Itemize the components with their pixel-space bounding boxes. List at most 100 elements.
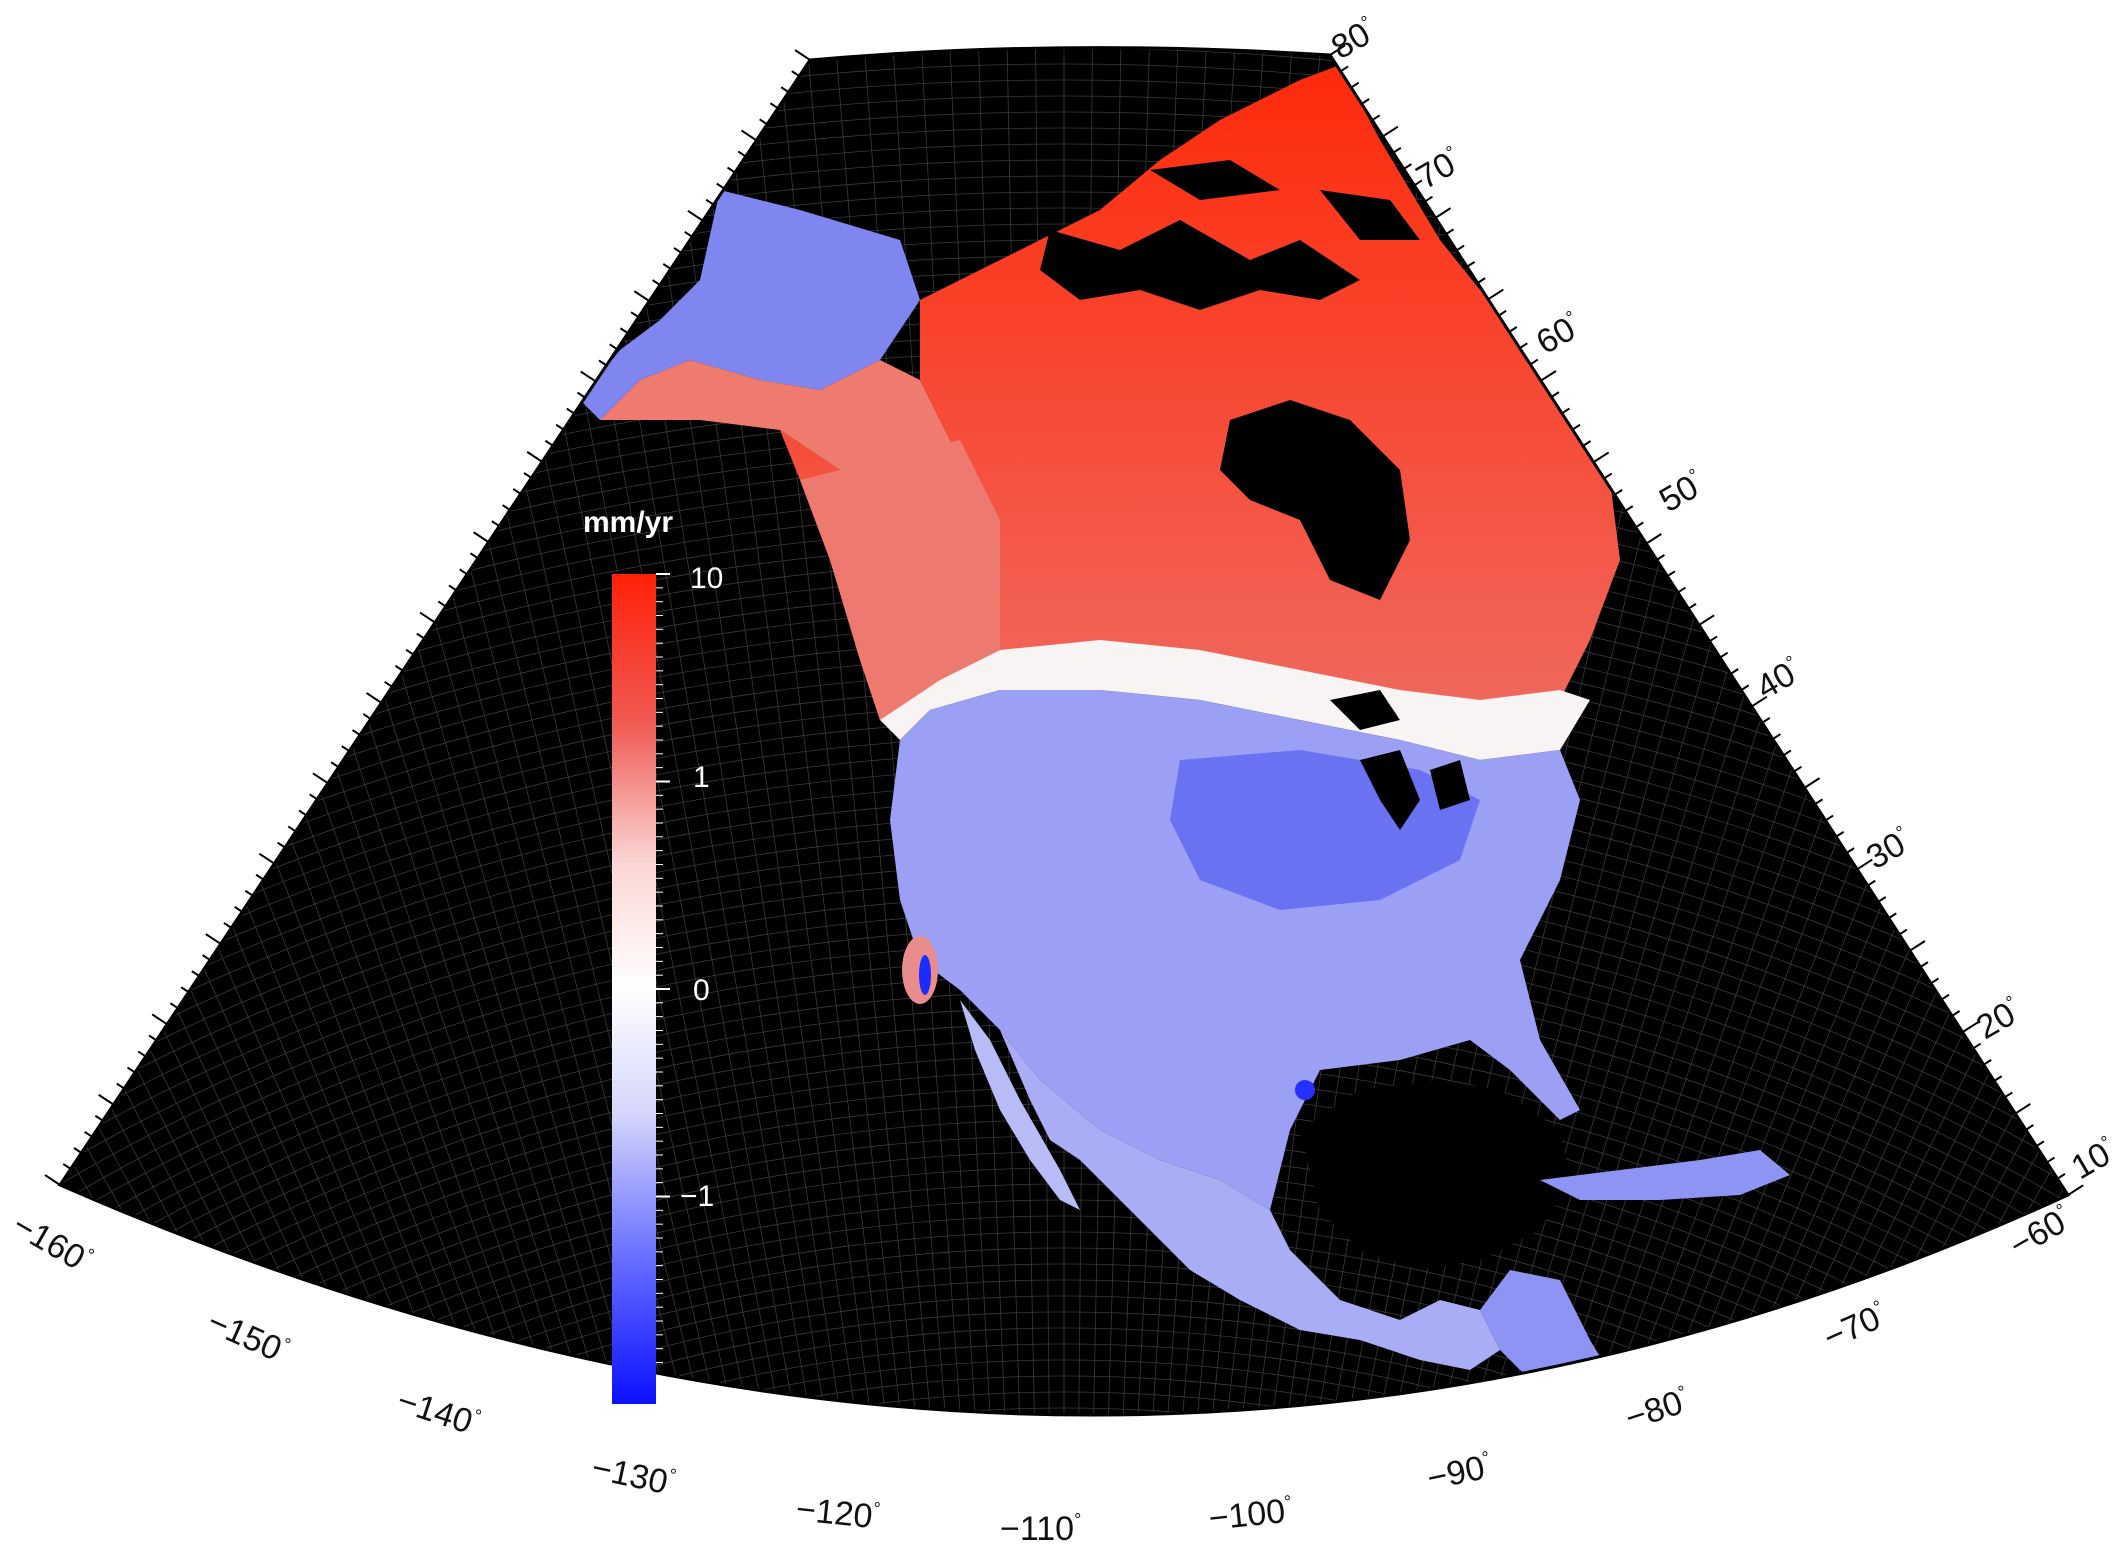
frame-tick xyxy=(416,632,425,640)
frame-tick xyxy=(1730,668,1739,675)
frame-tick xyxy=(258,852,275,865)
frame-tick xyxy=(740,129,757,142)
frame-tick xyxy=(619,327,629,335)
frame-tick xyxy=(126,1066,136,1074)
frame-tick xyxy=(769,102,779,110)
frame-tick xyxy=(1561,407,1571,415)
frame-tick xyxy=(705,198,715,206)
parallel-line xyxy=(60,207,2068,1416)
frame-tick xyxy=(1835,831,1845,838)
colorbar-ticks xyxy=(656,573,670,1405)
frame-tick xyxy=(1466,261,1476,268)
frame-tick xyxy=(1540,370,1557,382)
frame-tick xyxy=(1930,977,1940,985)
colorbar-label-neg10: −10 xyxy=(676,1392,727,1425)
frame-tick xyxy=(287,825,297,833)
lat-label-60n: 60° xyxy=(1530,307,1588,362)
frame-tick xyxy=(137,1050,147,1058)
parallel-line xyxy=(60,63,2068,1416)
frame-tick xyxy=(169,1002,179,1010)
frame-tick xyxy=(1635,521,1644,529)
frame-tick xyxy=(794,49,811,61)
colorbar-unit: mm/yr xyxy=(583,506,673,539)
frame-tick xyxy=(1993,1075,2003,1082)
parallel-line xyxy=(60,1167,2068,1416)
frame-tick xyxy=(298,809,307,817)
frame-tick xyxy=(1498,309,1507,317)
frame-tick xyxy=(759,118,768,126)
frame-tick xyxy=(1371,114,1381,121)
frame-tick xyxy=(1508,326,1518,333)
frame-tick xyxy=(1392,147,1402,154)
frame-tick xyxy=(726,166,736,174)
frame-tick xyxy=(523,472,532,479)
frame-tick xyxy=(1455,244,1465,252)
frame-tick xyxy=(1751,695,1768,708)
frame-tick xyxy=(244,889,254,897)
frame-tick xyxy=(1656,554,1665,561)
parallel-line xyxy=(60,223,2068,1416)
frame-tick xyxy=(1529,358,1539,366)
frame-tick xyxy=(2014,1103,2031,1115)
frame-tick xyxy=(501,504,511,511)
hudson-bay xyxy=(1220,400,1410,600)
frame-tick xyxy=(1846,847,1855,854)
frame-tick xyxy=(1877,896,1887,903)
frame-tick xyxy=(330,761,340,768)
colorbar-label-1: 1 xyxy=(693,761,710,794)
lon-label-80w: −80° xyxy=(1621,1381,1694,1437)
frame-tick xyxy=(1888,912,1897,919)
frame-tick xyxy=(341,745,350,752)
frame-tick xyxy=(512,488,522,495)
frame-tick xyxy=(62,1163,72,1170)
frame-tick xyxy=(566,407,575,415)
frame-tick xyxy=(737,150,747,158)
parallel-line xyxy=(60,111,2068,1416)
frame-tick xyxy=(1350,81,1360,89)
frame-tick xyxy=(1719,651,1729,659)
frame-tick xyxy=(191,970,200,977)
frame-tick xyxy=(405,648,415,656)
parallel-line xyxy=(60,1375,2068,1416)
parallel-line xyxy=(60,1151,2068,1416)
frame-tick xyxy=(362,713,372,720)
frame-tick xyxy=(687,209,704,222)
frame-tick xyxy=(491,520,500,527)
colorbar-label-10: 10 xyxy=(690,562,723,595)
frame-tick xyxy=(1951,1010,1961,1017)
lat-label-20n: 20° xyxy=(1970,992,2028,1047)
lat-label-40n: 40° xyxy=(1750,652,1808,707)
frame-tick xyxy=(1856,858,1873,871)
frame-tick xyxy=(98,1093,115,1106)
parallel-line xyxy=(60,159,2068,1416)
frame-tick xyxy=(1793,765,1802,773)
parallel-line xyxy=(60,1247,2068,1416)
frame-tick xyxy=(1445,228,1455,235)
colorbar-gradient xyxy=(612,574,656,1404)
frame-tick xyxy=(116,1082,125,1090)
frame-tick xyxy=(1972,1042,1982,1050)
parallel-line xyxy=(60,127,2068,1416)
frame-tick xyxy=(1709,635,1718,643)
parallel-line xyxy=(60,1343,2068,1416)
frame-tick xyxy=(394,664,404,672)
frame-tick xyxy=(780,86,790,93)
mexico-region xyxy=(1000,1030,1500,1370)
frame-tick xyxy=(1824,814,1834,822)
frame-tick xyxy=(576,391,586,399)
frame-tick xyxy=(437,600,447,608)
frame-tick xyxy=(1898,928,1908,936)
frame-ticks xyxy=(44,44,2084,1196)
frame-tick xyxy=(1677,586,1687,594)
parallel-line xyxy=(60,1407,2068,1416)
frame-tick xyxy=(1477,277,1486,284)
lon-label-140w: −140° xyxy=(393,1381,484,1443)
frame-tick xyxy=(633,290,650,302)
colorbar-label-0: 0 xyxy=(693,974,710,1007)
frame-tick xyxy=(1761,717,1771,724)
frame-tick xyxy=(1571,423,1581,431)
frame-tick xyxy=(1487,288,1504,301)
parallel-line xyxy=(0,1552,2128,1559)
